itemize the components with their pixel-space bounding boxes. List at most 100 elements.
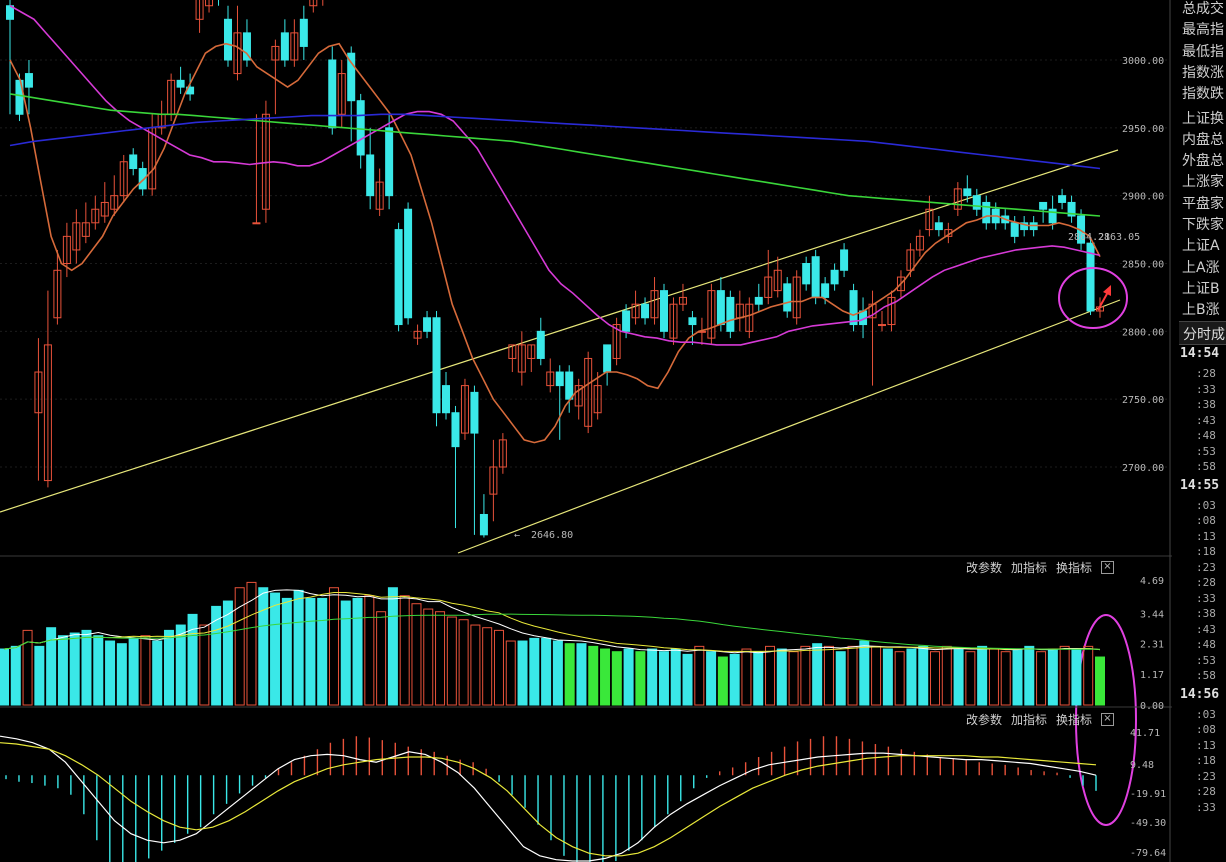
candle-body	[678, 296, 687, 305]
volume-bar	[1024, 645, 1035, 706]
time-tick-label: :33	[1196, 382, 1216, 396]
candle-body	[555, 371, 564, 387]
volume-bar	[658, 651, 669, 706]
volume-average-line	[3, 589, 1101, 654]
candle-body	[1010, 222, 1019, 237]
volume-bar	[470, 624, 481, 706]
time-tick-label: :08	[1196, 723, 1216, 736]
candle-body	[72, 222, 81, 251]
macd-add-indicator-button[interactable]: 加指标	[1011, 713, 1048, 727]
volume-bar	[387, 587, 398, 706]
side-panel-label: 上证B	[1182, 280, 1220, 297]
volume-bar	[293, 589, 304, 706]
side-panel-label: 上涨家	[1182, 174, 1224, 191]
time-tick-label: :03	[1196, 498, 1216, 512]
time-tick-label: :08	[1196, 514, 1216, 527]
candle-body	[309, 0, 318, 7]
candle-body	[280, 32, 289, 61]
volume-bar	[505, 640, 516, 706]
volume-bar	[894, 651, 905, 706]
volume-bar	[0, 648, 9, 706]
time-tick-label: :23	[1196, 769, 1216, 783]
candle-body	[603, 344, 612, 373]
macd-switch-indicator-button[interactable]: 换指标	[1056, 713, 1093, 727]
volume-bars	[0, 581, 1105, 706]
volume-bar	[647, 648, 658, 706]
side-panel-label: 总成交	[1182, 1, 1224, 17]
volume-bar	[364, 595, 375, 706]
volume-bar	[670, 648, 681, 706]
candle-body	[925, 208, 934, 231]
time-tick-label: :23	[1196, 560, 1216, 574]
volume-average-lines	[3, 589, 1101, 654]
candle-body	[830, 269, 839, 285]
candle-body	[792, 276, 801, 319]
time-block-label: 14:56	[1180, 686, 1220, 702]
macd-axis: 41.71 9.48 -19.91 -49.30 -79.64	[1130, 728, 1166, 859]
candle-body	[271, 45, 280, 61]
candle-body	[129, 154, 138, 170]
candle-body	[110, 195, 119, 210]
candle-body	[878, 324, 886, 327]
macd-close-icon[interactable]: ×	[1101, 713, 1114, 726]
candle-body	[252, 222, 261, 225]
moving-average-line	[9, 113, 1101, 170]
candle-body	[1039, 201, 1048, 210]
volume-bar	[352, 597, 363, 706]
candlesticks	[6, 0, 1104, 538]
time-tick-label: :38	[1196, 398, 1216, 411]
time-tick-label: :33	[1196, 800, 1216, 814]
time-tick-label: :18	[1196, 545, 1216, 558]
macd-edit-params-button[interactable]: 改参数	[966, 713, 1003, 727]
volume-bar	[458, 619, 469, 706]
volume-bar	[529, 637, 540, 706]
macd-tick-label: -79.64	[1130, 848, 1166, 859]
candle-body	[479, 513, 488, 536]
candle-body	[328, 59, 337, 129]
last-price-label-2: 2863.05	[1098, 232, 1140, 243]
candle-body	[840, 249, 849, 271]
quote-side-panel: 总成交 最高指 最低指 指数涨 指数跌 上证换 内盘总 外盘总 上涨家 平盘家 下跌家 上证A 上A涨上…	[1172, 0, 1226, 862]
minute-trades-tab[interactable]: 分时成	[1179, 321, 1226, 345]
price-tick-label: 2700.00	[1122, 463, 1164, 474]
volume-bar	[175, 624, 186, 706]
time-tick-label: :43	[1196, 622, 1216, 636]
volume-bar	[69, 632, 80, 706]
candle-body	[290, 32, 299, 61]
volume-bar	[105, 640, 116, 706]
macd-tick-label: 9.48	[1130, 760, 1154, 771]
macd-tick-label: -49.30	[1130, 818, 1166, 829]
time-tick-label: :33	[1196, 591, 1216, 605]
candle-body	[660, 290, 668, 332]
candle-body	[821, 283, 830, 298]
volume-bar	[317, 597, 328, 706]
candle-body	[233, 32, 242, 75]
candle-body	[612, 324, 621, 359]
candle-body	[650, 290, 659, 319]
time-tick-label: :28	[1196, 367, 1216, 380]
volume-bar	[1047, 648, 1058, 706]
volume-bar	[270, 592, 281, 706]
time-tick-label: :53	[1196, 444, 1216, 458]
candle-body	[423, 317, 432, 332]
volume-bar	[717, 656, 728, 706]
candle-body	[707, 290, 716, 339]
side-panel-label: 指数跌	[1182, 86, 1224, 103]
time-tick-label: :13	[1196, 529, 1216, 543]
candle-body	[754, 296, 763, 305]
time-tick-label: :43	[1196, 413, 1216, 427]
vol-edit-params-button[interactable]: 改参数	[966, 561, 1003, 575]
candle-body	[43, 344, 52, 482]
vol-add-indicator-button[interactable]: 加指标	[1011, 561, 1048, 575]
volume-bar	[729, 653, 740, 706]
vol-close-icon[interactable]: ×	[1101, 561, 1114, 574]
volume-bar	[871, 645, 882, 706]
candle-body	[100, 201, 109, 217]
stock-chart[interactable]: 2700.00 2750.00 2800.00 2850.00 2900.00 2950.…	[0, 0, 1172, 862]
candle-body	[915, 235, 924, 251]
vol-switch-indicator-button[interactable]: 换指标	[1056, 561, 1093, 575]
minute-trades-tab-label: 分时成	[1183, 327, 1225, 343]
lower-trendline	[457, 299, 1121, 554]
volume-bar	[57, 635, 68, 706]
volume-bar	[623, 648, 634, 706]
